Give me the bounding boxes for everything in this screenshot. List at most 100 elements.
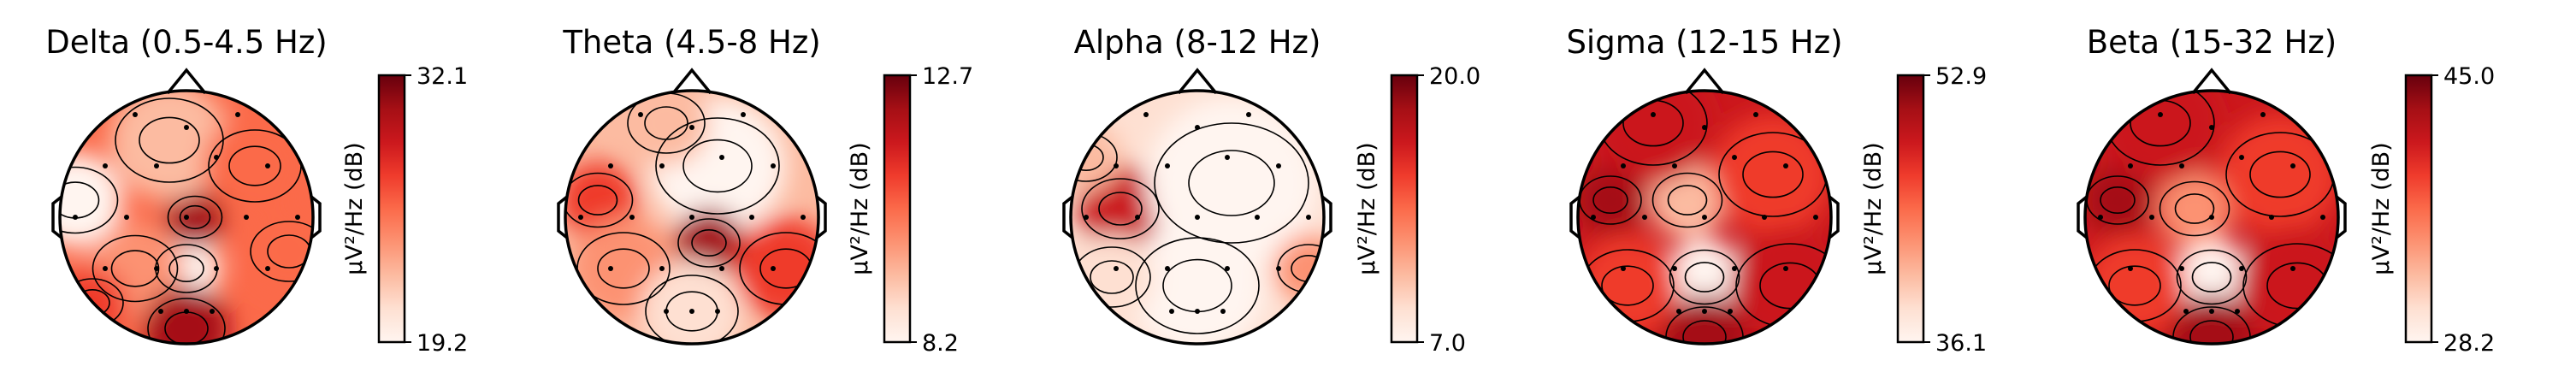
sensor-dot <box>1255 215 1260 220</box>
power-region <box>2173 239 2250 316</box>
contour-line <box>655 117 780 215</box>
sensor-dot <box>1084 215 1089 220</box>
sensor-dot <box>715 309 720 314</box>
colorbar-axis-label: µV²/Hz (dB) <box>847 142 873 275</box>
contour-line <box>139 116 200 164</box>
sensor-dot <box>1135 215 1140 220</box>
colorbar-min-label: 28.2 <box>2443 330 2495 357</box>
contour-line <box>1188 150 1275 216</box>
head-outline <box>2083 89 2340 346</box>
sensor-dot <box>133 112 138 117</box>
sensor-dot <box>771 266 776 271</box>
sensor-dot <box>659 266 665 271</box>
sensor-dot <box>1813 215 1818 220</box>
power-region <box>1666 239 1743 316</box>
contour-line <box>1742 151 1804 198</box>
contour-line <box>577 185 618 216</box>
sensor-dot <box>2239 266 2244 271</box>
panel-title: Delta (0.5-4.5 Hz) <box>45 24 327 61</box>
sensor-dot <box>2260 112 2266 117</box>
sensor-dot <box>578 215 583 220</box>
contour-line <box>2100 186 2136 215</box>
sensor-dot <box>2239 155 2244 160</box>
sensor-dot <box>1165 163 1170 168</box>
left-ear-outline <box>557 195 569 239</box>
contour-line <box>644 106 688 140</box>
colorbar <box>1390 74 1419 344</box>
colorbar-min-label: 8.2 <box>922 330 959 357</box>
sensor-dot <box>158 309 163 314</box>
contour-line <box>167 195 223 239</box>
sensor-dot <box>2179 163 2184 168</box>
contour-line <box>2174 193 2215 224</box>
sensor-dot <box>2235 309 2240 314</box>
sensor-dot <box>1672 266 1677 271</box>
sensor-dot <box>214 155 219 160</box>
sensor-dot <box>659 163 665 168</box>
sensor-dot <box>2128 163 2133 168</box>
sensor-dot <box>103 266 108 271</box>
sensor-dot <box>2183 309 2189 314</box>
nose-outline <box>1177 68 1218 95</box>
contour-line <box>1090 260 1134 294</box>
nose-outline <box>166 68 207 95</box>
sensor-dot <box>1642 215 1647 220</box>
colorbar <box>1896 74 1925 344</box>
sensor-dot <box>1195 125 1200 130</box>
sensor-dot <box>1728 309 1733 314</box>
nose-outline <box>671 68 712 95</box>
colorbar-max-label: 32.1 <box>417 63 468 90</box>
sensor-dot <box>1225 266 1230 271</box>
sensor-dot <box>184 215 189 220</box>
sensor-dot <box>629 215 635 220</box>
scalp-map <box>1578 91 1831 344</box>
sensor-dot <box>1702 215 1707 220</box>
topomap-panel: Alpha (8-12 Hz) 20.0 7.0 µV²/Hz (dB) <box>1062 24 1480 357</box>
contour-line <box>565 172 634 228</box>
contour-line <box>168 254 204 282</box>
sensor-dot <box>1621 163 1626 168</box>
colorbar-max-label: 20.0 <box>1429 63 1480 90</box>
contour-line <box>1081 178 1160 239</box>
sensor-dot <box>2179 266 2184 271</box>
sensor-dot <box>1591 215 1596 220</box>
sensor-dot <box>1114 266 1119 271</box>
sensor-dot <box>1762 215 1767 220</box>
colorbar-min-label: 36.1 <box>1935 330 1987 357</box>
head-outline <box>58 89 315 346</box>
sensor-dot <box>741 112 746 117</box>
contour-line <box>2176 249 2248 305</box>
power-region <box>60 153 122 247</box>
right-ear-outline <box>1320 195 1332 239</box>
contour-line <box>691 228 727 257</box>
contour-line <box>92 234 179 303</box>
topomap-panel: Beta (15-32 Hz) 45.0 28.2 µV²/Hz (dB) <box>2077 24 2495 357</box>
colorbar-axis-label: µV²/Hz (dB) <box>1860 142 1887 275</box>
panel-title: Alpha (8-12 Hz) <box>1074 24 1321 61</box>
sensor-dot <box>1702 125 1707 130</box>
contour-line <box>1098 192 1143 226</box>
colorbar-axis-label: µV²/Hz (dB) <box>2368 142 2395 275</box>
sensor-dot <box>184 125 189 130</box>
colorbar <box>2404 74 2433 344</box>
left-ear-outline <box>2077 195 2089 239</box>
sensor-dot <box>1114 163 1119 168</box>
contour-line <box>179 204 211 230</box>
sensor-dot <box>1246 112 1251 117</box>
sensor-dot <box>1276 163 1281 168</box>
contour-line <box>682 139 753 193</box>
topomap-panel: Theta (4.5-8 Hz) 12.7 8.2 µV²/Hz (dB) <box>557 24 973 357</box>
sensor-dot <box>664 309 669 314</box>
contour-line <box>60 166 119 234</box>
power-region <box>2156 170 2233 247</box>
contour-line <box>597 248 650 289</box>
sensor-dot <box>608 266 613 271</box>
head-outline <box>1069 89 1326 346</box>
power-region <box>2220 115 2338 234</box>
sensor-dot <box>154 266 159 271</box>
power-region <box>623 91 709 166</box>
power-region <box>1129 217 1266 344</box>
power-region <box>1274 234 1324 303</box>
sensor-dot <box>103 163 108 168</box>
contour-line <box>2249 151 2311 198</box>
